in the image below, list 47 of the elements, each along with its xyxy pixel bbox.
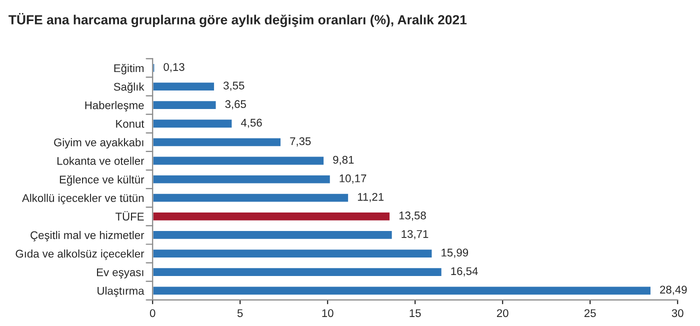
- data-label: 10,17: [340, 174, 366, 184]
- bar: [152, 266, 443, 278]
- y-tick-label: Giyim ve ayakkabı: [54, 138, 144, 149]
- bar: [152, 248, 434, 259]
- y-tick-label: Ulaştırma: [98, 286, 144, 298]
- bar: [152, 285, 652, 296]
- y-tick-label: Sağlık: [114, 82, 144, 93]
- bar: [152, 100, 218, 110]
- data-label: 13,58: [399, 212, 426, 221]
- bar: [152, 118, 234, 129]
- y-tick-label: Lokanta ve oteller: [57, 156, 144, 165]
- data-label: 11,21: [358, 192, 384, 202]
- bar: [152, 155, 325, 166]
- data-label: 16,54: [451, 267, 478, 276]
- data-label: 13,71: [402, 230, 428, 240]
- y-tick-label: Konut: [116, 120, 144, 128]
- bar: [152, 62, 156, 74]
- bar: [152, 174, 332, 185]
- data-label: 0,13: [164, 63, 184, 72]
- x-tick-label: 20: [496, 309, 508, 318]
- data-label: 4,56: [240, 118, 262, 128]
- data-label: 15,99: [442, 248, 468, 258]
- y-tick-label: Ev eşyası: [97, 268, 144, 278]
- bar: [152, 81, 216, 92]
- x-tick-label: 10: [322, 309, 334, 318]
- data-label: 3,65: [225, 100, 246, 110]
- x-tick-label: 25: [584, 309, 596, 318]
- y-tick-label: Eğlence ve kültür: [60, 175, 144, 186]
- data-label: 9,81: [333, 156, 354, 166]
- bar: [152, 230, 394, 240]
- bar: [152, 211, 391, 222]
- data-label: 3,55: [223, 82, 244, 91]
- y-tick-label: Alkollü içecekler ve tütün: [22, 194, 144, 204]
- y-tick-label: Eğitim: [114, 64, 144, 74]
- x-tick-label: 5: [237, 309, 243, 318]
- x-tick-label: 0: [150, 309, 156, 318]
- bar: [152, 192, 350, 204]
- y-tick-label: TÜFE: [116, 211, 144, 221]
- y-tick-label: Haberleşme: [85, 101, 144, 112]
- chart-title: TÜFE ana harcama gruplarına göre aylık değişim oranları (%), Aralık 2021: [8, 13, 467, 28]
- data-label: 28,49: [660, 286, 687, 295]
- x-tick-label: 15: [410, 309, 421, 318]
- y-tick-label: Gıda ve alkolsüz içecekler: [16, 250, 144, 260]
- y-tick-label: Çeşitli mal ve hizmetler: [30, 230, 144, 242]
- bar: [152, 136, 282, 148]
- data-label: 7,35: [290, 137, 311, 146]
- x-tick-label: 30: [672, 309, 684, 318]
